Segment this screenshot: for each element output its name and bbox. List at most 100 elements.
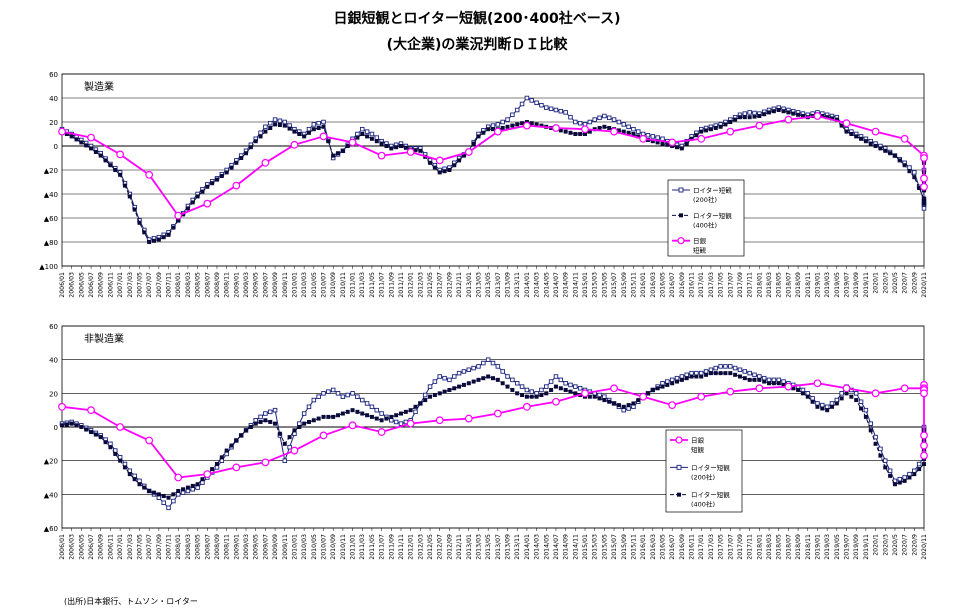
legend: ロイター短観(200社)ロイター短観(400社)日銀短観 (667, 179, 745, 257)
data-point-boj (348, 138, 357, 147)
data-point-reuters200 (558, 377, 564, 383)
data-point-reuters400 (491, 376, 495, 381)
data-point-boj (920, 174, 928, 183)
data-point-reuters400 (311, 127, 316, 132)
x-tick-label: 2019/07 (844, 272, 851, 298)
data-point-reuters200 (277, 118, 283, 124)
x-tick-label: 2020/9 (911, 534, 918, 556)
data-point-reuters400 (118, 172, 123, 177)
data-point-boj (920, 441, 928, 450)
data-point-reuters400 (200, 477, 205, 482)
x-tick-label: 2012/09 (446, 534, 453, 560)
data-point-reuters400 (675, 379, 680, 384)
data-point-reuters400 (917, 467, 922, 472)
x-tick-label: 2014/01 (524, 534, 531, 560)
data-point-reuters200 (481, 360, 486, 366)
data-point-reuters400 (336, 413, 341, 418)
data-point-boj (174, 473, 183, 482)
data-point-reuters200 (263, 411, 268, 416)
data-point-reuters200 (185, 488, 191, 494)
x-tick-label: 2006/05 (78, 534, 85, 560)
data-point-reuters200 (548, 106, 554, 112)
data-point-reuters400 (277, 431, 282, 436)
x-tick-label: 2018/03 (766, 272, 773, 298)
data-point-reuters400 (229, 165, 234, 170)
x-tick-label: 2008/01 (175, 272, 182, 298)
data-point-reuters400 (432, 165, 437, 170)
x-tick-label: 2019/01 (814, 534, 821, 560)
data-point-reuters400 (142, 485, 147, 490)
x-tick-label: 2011/09 (388, 272, 395, 298)
data-point-reuters400 (544, 391, 549, 396)
data-point-reuters400 (224, 448, 229, 453)
data-point-reuters400 (185, 206, 190, 211)
x-tick-label: 2020/9 (911, 272, 918, 294)
data-point-boj (920, 154, 928, 162)
data-point-reuters200 (447, 377, 452, 383)
data-point-reuters200 (166, 505, 171, 511)
y-tick-label: ▲20 (44, 458, 58, 466)
data-point-reuters200 (887, 468, 893, 474)
data-point-reuters400 (796, 112, 801, 117)
data-point-reuters200 (597, 115, 602, 121)
data-point-reuters200 (563, 380, 568, 386)
x-tick-label: 2012/05 (427, 534, 434, 560)
data-point-reuters200 (359, 397, 365, 403)
x-tick-label: 2011/11 (398, 272, 405, 298)
data-point-reuters400 (859, 136, 864, 141)
x-tick-label: 2008/07 (204, 272, 211, 298)
data-point-reuters400 (471, 141, 476, 146)
data-point-reuters400 (655, 140, 660, 145)
data-point-reuters200 (679, 374, 685, 379)
data-point-boj (377, 428, 386, 436)
x-tick-label: 2016/03 (650, 272, 657, 298)
data-point-reuters400 (888, 151, 893, 156)
x-tick-label: 2020/11 (921, 534, 928, 560)
data-point-reuters400 (103, 158, 108, 163)
x-tick-label: 2019/03 (824, 272, 831, 298)
data-point-reuters200 (495, 364, 501, 369)
data-point-reuters400 (636, 398, 641, 403)
data-point-reuters400 (733, 117, 738, 122)
data-point-reuters400 (156, 492, 161, 497)
data-point-reuters400 (752, 114, 757, 119)
data-point-reuters400 (331, 414, 336, 419)
legend-marker-boj (675, 436, 683, 444)
data-point-reuters400 (679, 146, 684, 151)
chart-subtitle: 非製造業 (84, 332, 124, 345)
y-tick-label: 0 (54, 143, 58, 151)
x-tick-label: 2015/09 (621, 534, 628, 560)
data-point-reuters400 (839, 123, 844, 128)
x-tick-label: 2010/05 (311, 534, 318, 560)
x-tick-label: 2017/11 (747, 534, 754, 560)
data-point-reuters200 (476, 364, 481, 369)
data-point-reuters200 (776, 377, 781, 383)
x-tick-label: 2011/03 (359, 534, 366, 560)
x-tick-label: 2012/07 (437, 272, 444, 298)
x-tick-label: 2006/09 (98, 272, 105, 298)
data-point-boj (755, 121, 764, 130)
data-point-reuters400 (98, 435, 103, 440)
x-tick-label: 2019/05 (834, 272, 841, 298)
data-point-boj (348, 421, 357, 430)
data-point-reuters200 (902, 475, 907, 480)
x-tick-label: 2008/09 (214, 272, 221, 298)
data-point-reuters200 (815, 401, 820, 406)
data-point-reuters200 (272, 117, 278, 122)
data-point-reuters200 (660, 380, 665, 386)
x-tick-label: 2020/1 (873, 534, 880, 556)
data-point-reuters400 (93, 432, 98, 437)
data-point-reuters400 (791, 111, 796, 116)
data-point-boj (319, 132, 328, 141)
data-point-reuters400 (573, 132, 578, 136)
x-tick-label: 2015/01 (582, 272, 589, 298)
data-point-boj (842, 384, 851, 393)
data-point-reuters200 (514, 107, 520, 113)
data-point-reuters400 (403, 409, 408, 414)
data-point-boj (145, 436, 154, 445)
data-point-reuters400 (394, 145, 399, 150)
x-tick-label: 2006/01 (59, 534, 66, 560)
data-point-reuters200 (321, 391, 326, 396)
